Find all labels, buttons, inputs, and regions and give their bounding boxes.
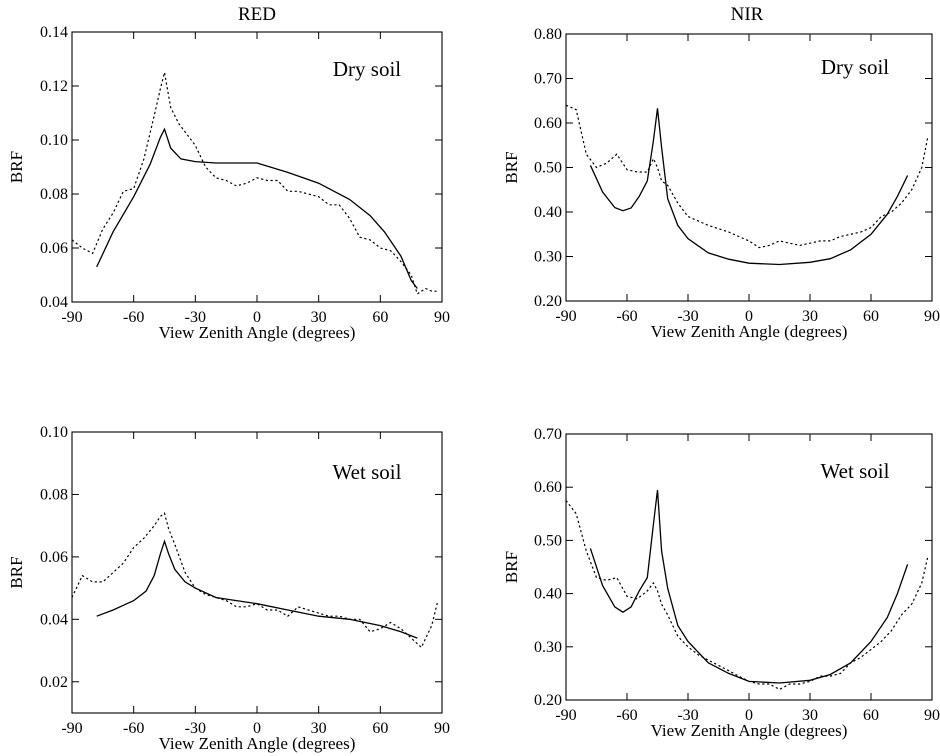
y-axis-label: BRF	[7, 556, 26, 588]
y-tick-label: 0.02	[40, 674, 68, 691]
x-tick-label: 90	[924, 707, 940, 724]
panel-annotation: Dry soil	[821, 55, 889, 79]
series-line-solid	[96, 127, 418, 289]
x-tick-label: 0	[745, 308, 753, 325]
y-tick-label: 0.40	[534, 204, 562, 221]
y-tick-label: 0.60	[534, 115, 562, 132]
y-tick-label: 0.14	[40, 24, 68, 41]
x-tick-label: 90	[924, 308, 940, 325]
y-axis-label: BRF	[7, 151, 26, 183]
panel-annotation: Wet soil	[821, 459, 890, 483]
series-line-dotted	[565, 500, 929, 691]
y-axis-label: BRF	[502, 151, 521, 183]
chart-title: RED	[238, 4, 276, 25]
chart-panel-3: -90 -60 -30 0 30 60 90 0.02 0.04 0.06 0.08 0.10 Wet …	[7, 424, 450, 753]
series-line-dotted	[565, 104, 929, 249]
x-tick-label: 90	[434, 309, 450, 326]
x-tick-label: 0	[253, 720, 261, 737]
y-tick-label: 0.10	[40, 132, 68, 149]
y-tick-label: 0.10	[40, 424, 68, 441]
y-tick-label: 0.40	[534, 586, 562, 603]
y-tick-label: 0.50	[534, 160, 562, 177]
x-tick-label: 30	[802, 707, 818, 724]
y-tick-label: 0.08	[40, 486, 68, 503]
series-line-dotted	[71, 512, 439, 649]
y-tick-label: 0.70	[534, 71, 562, 88]
x-tick-label: -60	[616, 707, 637, 724]
x-tick-label: -60	[123, 720, 144, 737]
x-tick-label: 30	[311, 720, 327, 737]
x-tick-label: 60	[372, 720, 388, 737]
x-tick-label: -90	[555, 308, 576, 325]
x-axis-label: View Zenith Angle (degrees)	[651, 322, 848, 341]
chart-panel-1: -90 -60 -30 0 30 60 90 0.04 0.06 0.08 0.10 0.12 0.14…	[7, 4, 450, 342]
series-line-solid	[589, 489, 909, 684]
x-tick-label: -30	[185, 720, 206, 737]
x-tick-label: 0	[745, 707, 753, 724]
chart-panel-4: -90 -60 -30 0 30 60 90 0.20 0.30 0.40 0.50 0.60 0.70…	[502, 426, 940, 740]
y-tick-label: 0.30	[534, 249, 562, 266]
y-tick-label: 0.08	[40, 186, 68, 203]
y-axis-label: BRF	[502, 551, 521, 583]
y-tick-label: 0.04	[40, 611, 68, 628]
x-tick-label: 0	[253, 309, 261, 326]
y-tick-label: 0.70	[534, 426, 562, 443]
y-tick-label: 0.20	[534, 293, 562, 310]
x-tick-label: -30	[185, 309, 206, 326]
x-tick-label: -60	[123, 309, 144, 326]
x-axis-label: View Zenith Angle (degrees)	[159, 323, 356, 342]
y-tick-label: 0.60	[534, 479, 562, 496]
x-tick-label: 30	[311, 309, 327, 326]
x-tick-label: 60	[863, 707, 879, 724]
y-tick-label: 0.30	[534, 639, 562, 656]
series-line-dotted	[71, 72, 438, 295]
y-tick-label: 0.80	[534, 26, 562, 43]
y-tick-label: 0.50	[534, 532, 562, 549]
x-tick-label: 90	[434, 720, 450, 737]
x-tick-label: -30	[677, 308, 698, 325]
x-tick-label: -90	[61, 309, 82, 326]
y-tick-label: 0.06	[40, 549, 68, 566]
panel-annotation: Dry soil	[333, 57, 401, 81]
chart-panel-2: -90 -60 -30 0 30 60 90 0.20 0.30 0.40 0.50 0.60 0.70…	[502, 4, 940, 341]
y-tick-label: 0.06	[40, 240, 68, 257]
x-tick-label: 30	[802, 308, 818, 325]
x-axis-label: View Zenith Angle (degrees)	[159, 734, 356, 753]
y-tick-label: 0.20	[534, 692, 562, 709]
x-tick-label: -30	[677, 707, 698, 724]
series-line-solid	[96, 539, 418, 639]
x-tick-label: 60	[863, 308, 879, 325]
x-tick-label: 60	[372, 309, 388, 326]
x-tick-label: -90	[555, 707, 576, 724]
x-tick-label: -60	[616, 308, 637, 325]
y-tick-label: 0.04	[40, 294, 68, 311]
x-tick-label: -90	[61, 720, 82, 737]
series-line-solid	[589, 108, 909, 266]
y-tick-label: 0.12	[40, 78, 68, 95]
panel-annotation: Wet soil	[333, 460, 402, 484]
chart-title: NIR	[731, 4, 764, 25]
x-axis-label: View Zenith Angle (degrees)	[651, 721, 848, 740]
